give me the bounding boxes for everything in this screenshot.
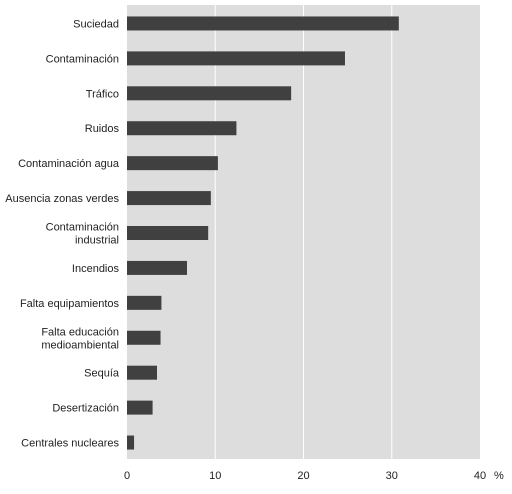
category-label: Suciedad (73, 18, 119, 30)
x-tick-label: 0 (124, 470, 130, 482)
bar (127, 400, 153, 415)
category-label: Contaminación agua (18, 158, 120, 170)
bar (127, 330, 161, 345)
bar (127, 121, 237, 136)
category-label: Contaminación (46, 222, 119, 234)
bar (127, 51, 345, 66)
x-axis-unit-label: % (494, 470, 504, 482)
bar (127, 365, 158, 380)
category-label: Ausencia zonas verdes (5, 193, 119, 205)
bar (127, 86, 292, 101)
x-tick-label: 10 (209, 470, 221, 482)
category-label: Sequía (84, 368, 120, 380)
category-label: industrial (75, 235, 119, 247)
bar (127, 16, 399, 31)
category-label: Ruidos (85, 123, 120, 135)
bar (127, 226, 209, 240)
bar (127, 156, 218, 171)
bar (127, 260, 188, 275)
x-tick-label: 30 (386, 470, 398, 482)
x-tick-label: 20 (297, 470, 309, 482)
bar (127, 295, 162, 310)
category-label: Falta equipamientos (20, 298, 120, 310)
category-label: Incendios (72, 263, 120, 275)
bar (127, 435, 135, 450)
category-label: medioambiental (41, 339, 119, 351)
x-axis-ticks: 0 10 20 30 40 (124, 470, 486, 482)
category-label: Falta educación (41, 326, 119, 338)
bar (127, 191, 211, 206)
x-tick-label: 40 (474, 470, 486, 482)
category-label: Tráfico (86, 88, 119, 100)
category-label: Desertización (52, 403, 119, 415)
category-labels: Suciedad Contaminación Tráfico Ruidos Contam… (5, 18, 120, 449)
category-label: Centrales nucleares (21, 438, 119, 450)
bars (127, 16, 399, 450)
category-label: Contaminación (46, 53, 119, 65)
gridlines (214, 5, 393, 459)
